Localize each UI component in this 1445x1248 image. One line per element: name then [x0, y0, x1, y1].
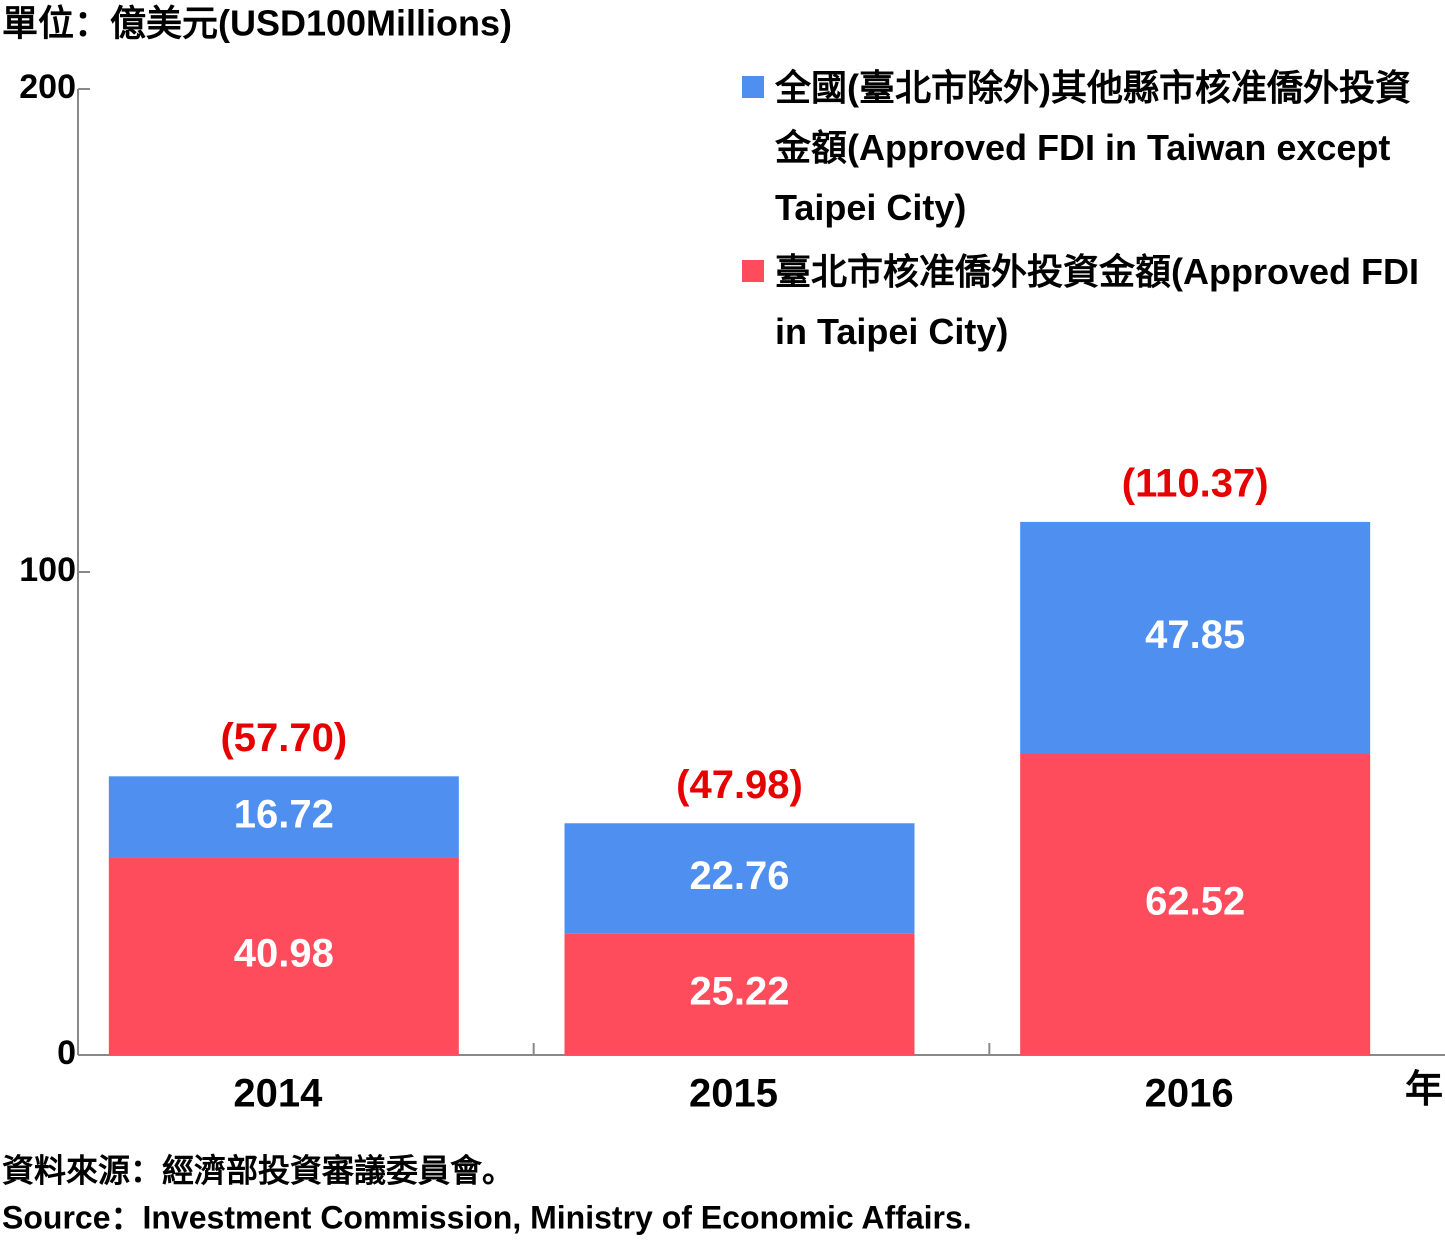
value-label: 62.52 [1145, 880, 1245, 924]
value-label: 16.72 [234, 792, 334, 836]
x-tick-label: 2016 [1145, 1072, 1234, 1116]
y-tick-label: 100 [19, 551, 76, 589]
bar-segment [108, 776, 459, 858]
value-label: 22.76 [689, 854, 789, 898]
bar-segment [108, 857, 459, 1055]
value-label: 25.22 [689, 970, 789, 1014]
legend-swatch [742, 260, 764, 282]
legend-swatch [742, 76, 764, 98]
value-label: 40.98 [234, 932, 334, 976]
y-tick-label: 0 [57, 1034, 76, 1072]
source-zh: 資料來源：經濟部投資審議委員會。 [2, 1152, 514, 1188]
bar-segment [1020, 521, 1371, 754]
legend-item: 全國(臺北市除外)其他縣市核准僑外投資金額(Approved FDI in Ta… [742, 58, 1442, 238]
y-tick-label: 200 [19, 68, 76, 106]
value-label: 47.85 [1145, 613, 1245, 657]
x-tick-label: 2015 [689, 1072, 778, 1116]
bar-segment [564, 933, 915, 1055]
total-label: (57.70) [220, 716, 347, 760]
total-label: (47.98) [676, 763, 803, 807]
unit-label: 單位：億美元(USD100Millions) [2, 3, 512, 44]
total-label: (110.37) [1122, 461, 1269, 505]
x-tick-label: 2014 [233, 1072, 323, 1116]
legend-label: 全國(臺北市除外)其他縣市核准僑外投資金額(Approved FDI in Ta… [775, 67, 1411, 228]
legend-item: 臺北市核准僑外投資金額(Approved FDI in Taipei City) [742, 242, 1442, 362]
bar-segment [564, 823, 915, 934]
bar-segment [1020, 753, 1371, 1055]
legend-label: 臺北市核准僑外投資金額(Approved FDI in Taipei City) [775, 251, 1419, 352]
x-axis-label: 年 [1405, 1069, 1443, 1111]
source-en: Source：Investment Commission, Ministry o… [2, 1199, 972, 1235]
